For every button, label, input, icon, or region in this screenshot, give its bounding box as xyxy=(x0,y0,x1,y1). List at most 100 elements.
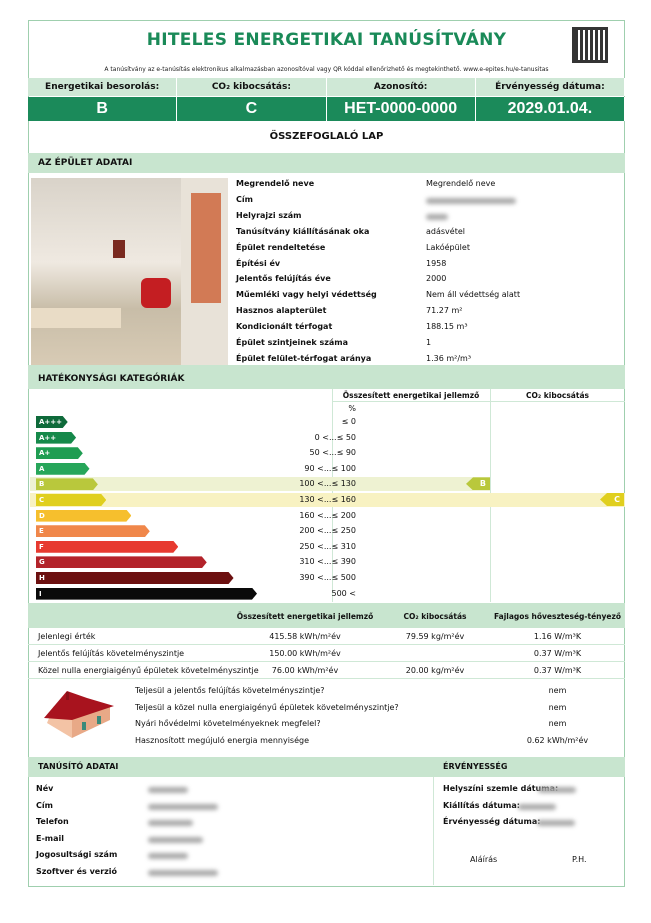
class-range: 50 <...≤ 90 xyxy=(309,448,356,458)
class-arrow-A+: A+ xyxy=(36,447,83,459)
building-row-value: 1.36 m²/m³ xyxy=(426,353,472,363)
building-row-label: Cím xyxy=(236,194,253,204)
house-icon xyxy=(44,691,114,738)
redacted-value xyxy=(148,869,218,876)
row-value: 0.37 W/m³K xyxy=(533,666,582,675)
class-range: 250 <...≤ 310 xyxy=(299,541,356,551)
building-row-value: 1958 xyxy=(426,258,447,268)
divider xyxy=(28,661,625,662)
co2-class-marker: C xyxy=(600,493,624,506)
row-value: 20.00 kg/m²év xyxy=(405,666,465,675)
value-validity: 2029.01.04. xyxy=(476,97,625,121)
label-energy-class: Energetikai besorolás: xyxy=(28,78,178,96)
building-row-label: Hasznos alapterület xyxy=(236,306,327,316)
validity-label: Kiállítás dátuma: xyxy=(443,800,520,810)
divider xyxy=(28,365,625,369)
class-arrow-E: E xyxy=(36,525,150,537)
signature-label: Aláírás xyxy=(470,855,498,864)
check-answer: nem xyxy=(548,686,567,695)
col-energy-header: Összesített energetikai jellemző xyxy=(342,391,480,400)
class-range: 130 <...≤ 160 xyxy=(299,495,356,504)
check-answer: nem xyxy=(548,702,567,712)
building-row-label: Megrendelő neve xyxy=(236,179,315,188)
class-range: 500 < xyxy=(331,588,356,598)
building-row-label: Épület szintjeinek száma xyxy=(236,338,349,347)
building-row-label: Tanúsítvány kiállításának oka xyxy=(236,226,370,236)
redacted-value xyxy=(148,836,203,843)
building-row-label: Épület felület-térfogat aránya xyxy=(236,353,372,363)
values-table-header xyxy=(28,603,625,628)
row-label: Jelentős felújítás követelményszintje xyxy=(38,649,185,658)
redacted-value xyxy=(148,853,188,859)
class-range: 160 <...≤ 200 xyxy=(299,510,356,520)
row-value: 150.00 kWh/m²év xyxy=(269,649,341,658)
certifier-label: Telefon xyxy=(36,817,69,826)
building-row-value: 1 xyxy=(426,338,432,347)
check-question: Teljesül a jelentős felújítás követelmén… xyxy=(135,686,325,695)
building-row-label: Műemléki vagy helyi védettség xyxy=(236,290,377,300)
class-range: 0 <...≤ 50 xyxy=(314,432,356,442)
row-value: 0.37 W/m³K xyxy=(533,649,582,658)
building-section-header: AZ ÉPÜLET ADATAI xyxy=(28,153,625,173)
value-id: HET-0000-0000 xyxy=(327,97,476,121)
building-row-label: Építési év xyxy=(236,258,281,268)
redacted-date xyxy=(518,803,556,810)
class-arrow-C: C xyxy=(36,494,106,506)
th-heatloss: Fajlagos hőveszteség-tényező xyxy=(493,612,622,621)
check-question: Teljesül a közel nulla energiaigényű épü… xyxy=(135,702,399,712)
building-row-value: adásvétel xyxy=(426,226,465,236)
building-row-value: 71.27 m² xyxy=(426,306,463,316)
row-label: Közel nulla energiaigényű épületek követ… xyxy=(38,666,259,675)
class-arrow-F: F xyxy=(36,541,178,553)
redacted-date xyxy=(537,820,575,826)
building-row-value: 188.15 m³ xyxy=(426,322,468,332)
check-question: Hasznosított megújuló energia mennyisége xyxy=(135,735,310,745)
redacted-value xyxy=(148,820,193,826)
validity-label: Helyszíni szemle dátuma: xyxy=(443,784,559,793)
divider xyxy=(332,401,625,402)
header-labels: Energetikai besorolás: CO₂ kibocsátás: A… xyxy=(28,78,625,96)
unit-label: % xyxy=(348,404,356,413)
building-row-value: Megrendelő neve xyxy=(426,179,496,188)
row-value: 1.16 W/m³K xyxy=(533,632,582,641)
row-value: 76.00 kWh/m²év xyxy=(271,666,339,675)
summary-title: ÖSSZEFOGLALÓ LAP xyxy=(269,131,384,142)
certifier-label: Cím xyxy=(36,800,53,810)
redacted-value xyxy=(148,803,218,810)
building-row-value: 2000 xyxy=(426,274,447,284)
building-row-label: Helyrajzi szám xyxy=(236,210,302,220)
validity-label: Érvényesség dátuma: xyxy=(443,817,541,826)
class-arrow-D: D xyxy=(36,510,131,522)
certifier-label: Jogosultsági szám xyxy=(36,850,118,859)
class-arrow-A++: A++ xyxy=(36,432,76,444)
check-answer: nem xyxy=(548,719,567,728)
class-range: 90 <...≤ 100 xyxy=(304,463,356,473)
divider xyxy=(28,678,625,679)
energy-class-marker: B xyxy=(466,477,490,491)
redacted-value xyxy=(426,197,516,204)
class-range: ≤ 0 xyxy=(341,417,356,426)
class-arrow-B: B xyxy=(36,478,98,490)
divider xyxy=(28,644,625,645)
label-co2: CO₂ kibocsátás: xyxy=(177,78,327,96)
building-photo xyxy=(31,178,228,365)
row-value: 415.58 kWh/m²év xyxy=(269,632,341,641)
verification-note: A tanúsítvány az e-tanúsítás elektroniku… xyxy=(104,66,549,73)
certificate-title: HITELES ENERGETIKAI TANÚSÍTVÁNY xyxy=(146,30,507,50)
certificate-frame xyxy=(28,20,625,887)
label-id: Azonosító: xyxy=(327,78,476,96)
col-co2-header: CO₂ kibocsátás xyxy=(526,391,589,400)
row-label: Jelenlegi érték xyxy=(38,632,96,641)
class-arrow-A: A xyxy=(36,463,90,475)
certifier-label: E-mail xyxy=(36,833,65,843)
row-value: 79.59 kg/m²év xyxy=(405,632,465,641)
building-row-label: Jelentős felújítás éve xyxy=(236,274,331,284)
building-row-value: Nem áll védettség alatt xyxy=(426,290,521,300)
th-energy: Összesített energetikai jellemző xyxy=(236,612,374,621)
check-question: Nyári hővédelmi követelményeknek megfele… xyxy=(135,719,321,728)
label-validity: Érvényesség dátuma: xyxy=(476,78,625,96)
redacted-date xyxy=(538,787,576,793)
stamp-label: P.H. xyxy=(572,855,587,864)
redacted-value xyxy=(148,787,188,793)
value-co2: C xyxy=(177,97,327,121)
